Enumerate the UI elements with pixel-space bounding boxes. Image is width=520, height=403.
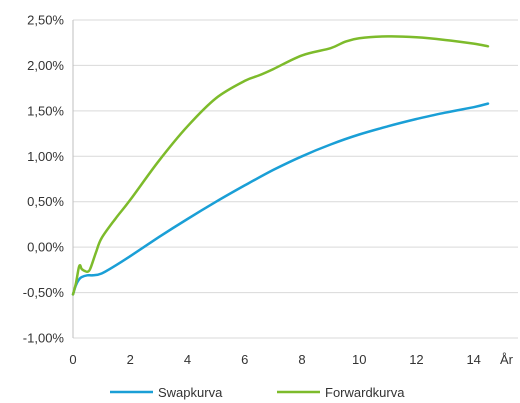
x-tick-label: 2 (127, 352, 134, 367)
legend-label: Forwardkurva (325, 385, 405, 400)
series-lines (71, 35, 490, 296)
series-line-2 (71, 35, 490, 296)
x-tick-label: 8 (298, 352, 305, 367)
series-line-1 (71, 102, 490, 296)
legend-label: Swapkurva (158, 385, 223, 400)
x-tick-label: 4 (184, 352, 191, 367)
y-tick-label: 0,50% (27, 194, 64, 209)
y-tick-label: 2,00% (27, 58, 64, 73)
y-tick-labels: -1,00% -0,50% 0,00% 0,50% 1,00% 1,50% 2,00% 2,5… (23, 13, 65, 346)
y-tick-label: -0,50% (23, 285, 65, 300)
x-tick-label: 6 (241, 352, 248, 367)
grid-lines (73, 19, 518, 339)
y-tick-label: -1,00% (23, 331, 65, 346)
y-tick-label: 2,50% (27, 13, 64, 28)
x-tick-label: 12 (409, 352, 423, 367)
x-tick-label: 10 (352, 352, 366, 367)
x-tick-label: 0 (69, 352, 76, 367)
y-tick-label: 1,50% (27, 103, 64, 118)
y-tick-label: 1,00% (27, 149, 64, 164)
x-axis-unit-label: År (500, 352, 514, 367)
x-tick-labels: 0 2 4 6 8 10 12 14 (69, 352, 481, 367)
legend: Swapkurva Forwardkurva (110, 385, 405, 400)
y-tick-label: 0,00% (27, 240, 64, 255)
x-tick-label: 14 (466, 352, 480, 367)
